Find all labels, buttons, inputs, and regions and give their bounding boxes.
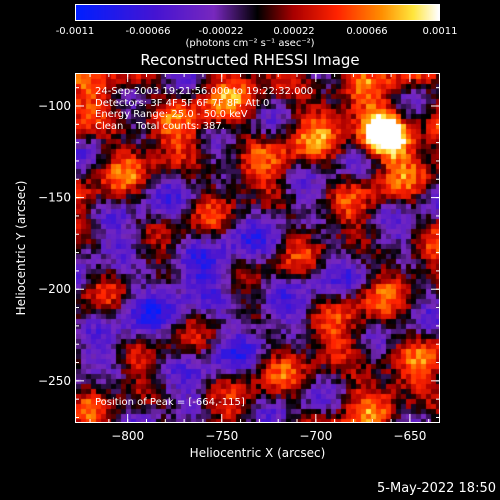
y-tick-label: −100 [38, 99, 71, 113]
generation-date: 5-May-2022 18:50 [377, 481, 496, 496]
clean-counts-text: Clean Total counts: 387. [95, 120, 225, 132]
y-tick-label: −200 [38, 282, 71, 296]
colorbar-tick-label: 0.0011 [422, 26, 458, 37]
y-tick-label: −150 [38, 191, 71, 205]
colorbar [75, 4, 440, 21]
plot-area [75, 73, 440, 423]
energy-range-text: Energy Range: 25.0 - 50.0 keV [95, 109, 248, 120]
peak-position-text: Position of Peak = [-664,-115] [95, 397, 245, 408]
colorbar-tick-label: -0.00022 [198, 26, 244, 37]
y-tick-label: −250 [38, 374, 71, 388]
heatmap-image [76, 74, 439, 422]
x-tick-label: −750 [205, 429, 238, 443]
chart-title: Reconstructed RHESSI Image [140, 51, 360, 69]
y-axis-label: Heliocentric Y (arcsec) [14, 180, 28, 316]
colorbar-tick-label: 0.00022 [273, 26, 315, 37]
time-range-text: 24-Sep-2003 19:21:56.000 to 19:22:32.000 [95, 86, 314, 97]
x-tick-label: −650 [393, 429, 426, 443]
colorbar-tick-label: -0.00066 [125, 26, 171, 37]
x-axis-label: Heliocentric X (arcsec) [189, 446, 326, 460]
colorbar-tick-label: 0.00066 [346, 26, 388, 37]
observation-info: 24-Sep-2003 19:21:56.000 to 19:22:32.000… [95, 86, 313, 132]
detectors-text: Detectors: 3F 4F 5F 6F 7F 8F, Att 0 [95, 97, 270, 109]
x-tick-label: −700 [299, 429, 332, 443]
colorbar-tick-label: -0.0011 [55, 26, 95, 37]
colorbar-units: (photons cm⁻² s⁻¹ asec⁻²) [185, 38, 315, 49]
x-tick-label: −800 [111, 429, 144, 443]
